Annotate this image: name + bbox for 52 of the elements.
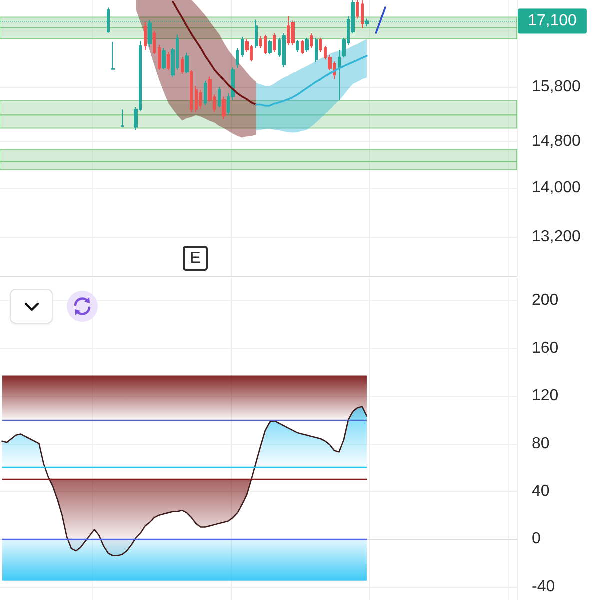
candlestick — [236, 47, 239, 68]
candlestick — [148, 19, 152, 48]
candlestick — [195, 86, 198, 113]
y-tick-label: -40 — [532, 578, 556, 596]
annotation: E — [183, 246, 208, 271]
candlestick — [268, 39, 272, 56]
candlestick — [222, 96, 226, 120]
candlestick — [162, 47, 166, 70]
candlestick — [301, 39, 304, 56]
candlestick — [255, 19, 258, 48]
candlestick — [291, 20, 295, 46]
ref-line-label: 17,100 — [528, 12, 578, 30]
candlestick — [185, 52, 189, 74]
candlestick — [218, 86, 221, 108]
candlestick — [259, 35, 262, 48]
candlestick — [356, 0, 359, 20]
y-tick-label: 80 — [532, 435, 550, 452]
candlestick — [365, 18, 369, 28]
line-series — [172, 1, 258, 106]
line-series — [255, 55, 368, 107]
y-tick-label: 15,800 — [532, 78, 582, 96]
candlestick — [107, 7, 110, 34]
candlestick — [319, 37, 322, 53]
candlestick — [190, 70, 193, 113]
y-tick-label: 40 — [532, 482, 550, 500]
y-tick-label: 14,800 — [532, 133, 582, 150]
candlestick — [338, 49, 341, 100]
candlestick — [282, 32, 286, 68]
candlestick — [204, 80, 207, 106]
candlestick — [181, 56, 184, 75]
y-tick-label: 14,000 — [532, 180, 582, 197]
candlestick — [153, 30, 156, 56]
candlestick — [361, 0, 364, 30]
y-tick-label: 120 — [532, 388, 559, 405]
y-tick-label: 200 — [532, 292, 559, 310]
y-tick-label: 160 — [532, 340, 559, 357]
candlestick — [264, 34, 267, 56]
candlestick — [158, 44, 161, 70]
candlestick — [111, 41, 115, 70]
candlestick — [199, 89, 202, 110]
candlestick — [310, 32, 313, 48]
candlestick — [315, 37, 318, 63]
candlestick — [305, 37, 309, 53]
y-tick-label: 0 — [532, 530, 541, 548]
candlestick — [273, 32, 276, 53]
candlestick — [144, 21, 147, 50]
candlestick — [121, 109, 124, 128]
y-tick-label: 13,200 — [532, 228, 582, 246]
candlestick — [296, 39, 299, 53]
line-series — [2, 406, 368, 557]
candlestick — [167, 52, 170, 71]
candlestick — [241, 36, 244, 58]
